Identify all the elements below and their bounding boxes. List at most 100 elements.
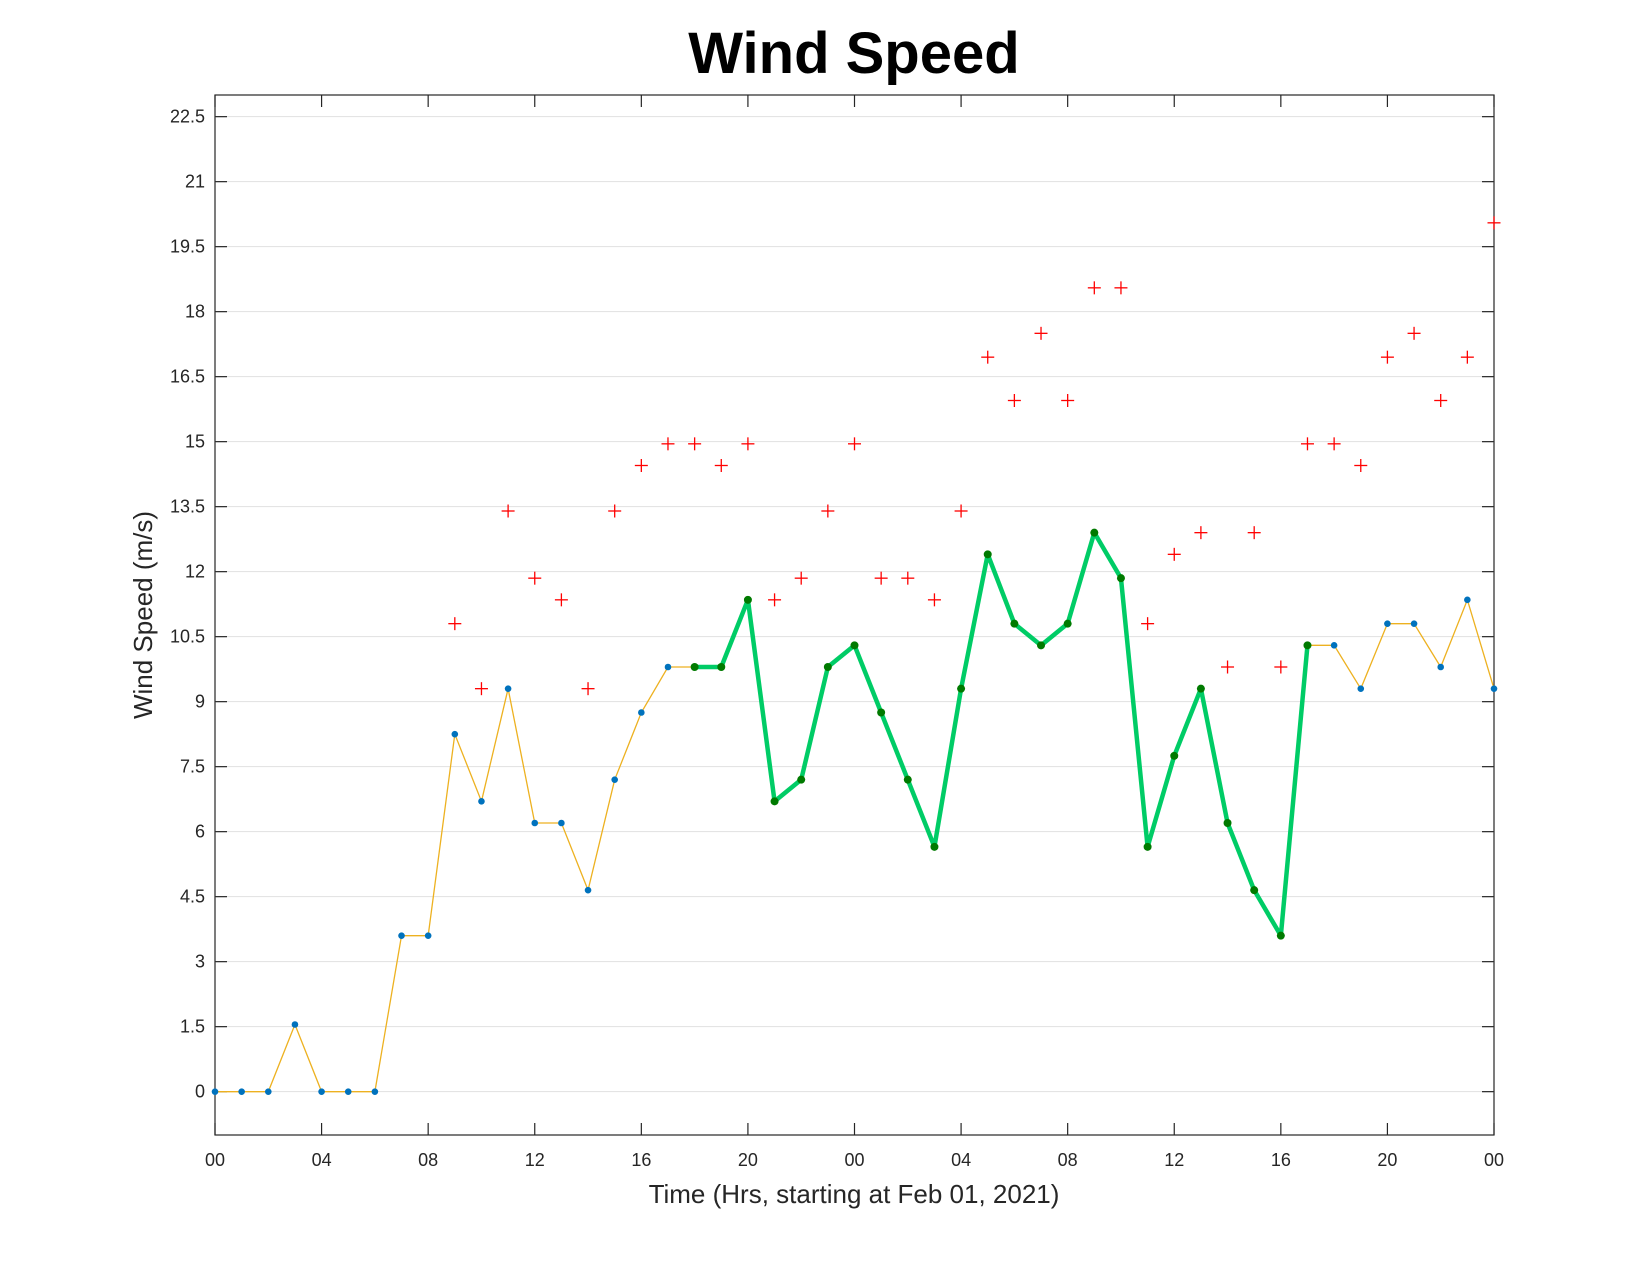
gust-marker <box>1034 326 1048 340</box>
highlighted-segment-point <box>770 797 779 806</box>
x-tick-label: 20 <box>738 1150 758 1170</box>
wind-speed-point <box>1464 596 1471 604</box>
highlighted-segment-point <box>797 775 806 784</box>
wind-speed-point <box>638 709 645 716</box>
gust-marker <box>634 459 648 472</box>
gust-marker <box>1487 216 1501 230</box>
highlighted-segment-point <box>903 775 912 784</box>
gust-marker <box>981 350 995 364</box>
highlighted-segment-point <box>850 641 859 650</box>
highlighted-segment-point <box>957 684 966 693</box>
highlighted-segment-point <box>823 663 832 671</box>
gust-marker <box>528 571 542 585</box>
x-tick-label: 04 <box>312 1150 332 1170</box>
gust-marker <box>1114 281 1128 295</box>
highlighted-segment-point <box>877 708 886 717</box>
x-tick-label: 16 <box>1271 1150 1291 1170</box>
wind-speed-point <box>584 886 592 894</box>
wind-speed-point <box>371 1088 379 1095</box>
wind-speed-point <box>478 798 485 805</box>
gust-marker <box>1007 394 1021 407</box>
highlighted-segment-point <box>1063 619 1072 628</box>
x-tick-label: 08 <box>1058 1150 1078 1170</box>
gust-marker <box>1380 350 1394 364</box>
gust-marker <box>954 504 968 518</box>
y-tick-label: 1.5 <box>180 1017 205 1037</box>
y-tick-label: 18 <box>185 302 205 322</box>
y-tick-label: 16.5 <box>170 367 205 387</box>
gust-marker <box>927 593 941 607</box>
highlighted-segment-line <box>694 530 1310 938</box>
plot-area <box>214 94 1495 1136</box>
highlighted-segment-point <box>1116 574 1125 583</box>
wind-speed-point <box>1410 620 1418 627</box>
gust-marker <box>1167 547 1181 561</box>
x-tick-label: 12 <box>1164 1150 1184 1170</box>
y-axis-label: Wind Speed (m/s) <box>128 511 158 719</box>
gust-marker <box>1221 660 1235 674</box>
gust-marker <box>1434 394 1448 407</box>
highlighted-segment-point <box>717 663 726 671</box>
gust-marker <box>848 437 861 451</box>
grid-lines <box>215 116 1494 1093</box>
wind-speed-point <box>531 819 539 827</box>
y-tick-label: 12 <box>185 562 205 582</box>
wind-speed-point <box>504 685 512 692</box>
highlighted-segment-point <box>1303 641 1312 650</box>
y-tick-label: 6 <box>195 822 205 842</box>
highlighted-segment-point <box>743 595 752 604</box>
x-tick-label: 16 <box>631 1150 651 1170</box>
gust-marker <box>714 459 728 472</box>
highlighted-segment-point <box>1223 819 1232 827</box>
gust-marker <box>821 504 835 518</box>
y-tick-label: 9 <box>195 692 205 712</box>
gust-marker <box>1407 326 1421 340</box>
wind-speed-point <box>211 1088 219 1095</box>
gust-marker <box>1141 617 1155 631</box>
gust-marker <box>1327 437 1341 451</box>
series-layer <box>211 216 1501 1095</box>
gust-marker <box>741 437 755 451</box>
y-tick-label: 10.5 <box>170 627 205 647</box>
gust-marker <box>1061 394 1075 407</box>
gust-marker <box>1300 437 1314 451</box>
wind-speed-point <box>344 1088 352 1095</box>
gust-marker <box>1087 281 1101 295</box>
gust-marker <box>1274 660 1288 674</box>
y-tick-label: 3 <box>195 952 205 972</box>
gust-marker <box>901 571 915 585</box>
wind-speed-point <box>238 1088 245 1095</box>
gust-marker <box>874 571 888 585</box>
y-tick-label: 0 <box>195 1082 205 1102</box>
x-tick-label: 08 <box>418 1150 438 1170</box>
highlighted-segment-point <box>1090 528 1099 537</box>
wind-speed-point <box>1490 685 1498 692</box>
wind-speed-point <box>558 819 565 827</box>
wind-speed-point <box>664 663 672 671</box>
highlighted-segment-point <box>1196 684 1205 693</box>
wind-speed-point <box>291 1021 299 1028</box>
x-axis-label: Time (Hrs, starting at Feb 01, 2021) <box>649 1179 1060 1209</box>
gust-marker <box>1354 459 1368 472</box>
gust-marker <box>794 571 808 585</box>
highlighted-segment-point <box>1143 842 1152 851</box>
highlighted-segment-point <box>1037 641 1046 650</box>
y-tick-label: 7.5 <box>180 757 205 777</box>
y-axis-ticks: 0 1.5 3 4.5 6 7.5 9 10.5 12 13.5 15 16.5 18 19.5 21 22.… <box>170 107 1494 1102</box>
wind-speed-point <box>611 776 618 783</box>
y-tick-label: 4.5 <box>180 887 205 907</box>
x-tick-label: 04 <box>951 1150 971 1170</box>
wind-speed-point <box>1330 642 1338 649</box>
chart-title: Wind Speed <box>688 21 1019 86</box>
highlighted-segment-point <box>983 550 992 559</box>
gust-marker <box>474 682 488 696</box>
gust-marker <box>448 617 462 631</box>
highlighted-segment-point <box>1010 619 1019 628</box>
highlighted-segment-point <box>1276 931 1285 940</box>
gust-marker <box>501 504 515 518</box>
highlighted-segment-point <box>1250 886 1259 895</box>
x-axis-ticks: 00 04 08 12 16 20 00 04 08 12 16 20 00 <box>205 95 1504 1170</box>
gust-marker <box>1194 526 1208 540</box>
y-tick-label: 22.5 <box>170 107 205 127</box>
